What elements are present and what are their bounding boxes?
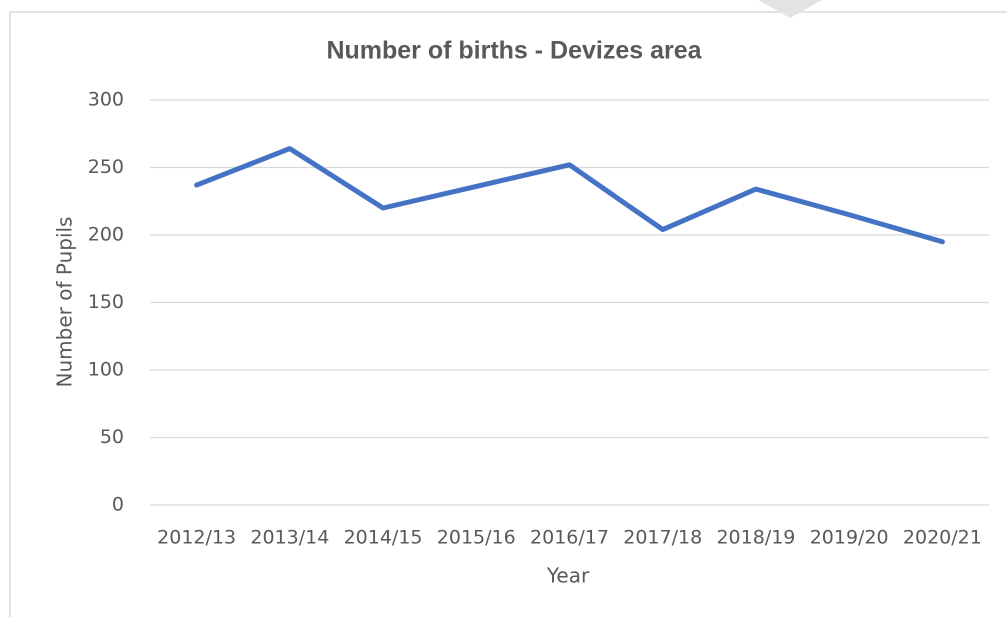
y-tick-label: 50	[100, 426, 124, 448]
decoration	[758, 0, 822, 18]
data-line	[194, 146, 945, 245]
y-tick-label: 100	[88, 359, 124, 381]
x-tick-label: 2020/21	[903, 527, 982, 549]
y-tick-label: 250	[88, 156, 124, 178]
x-tick-label: 2017/18	[623, 527, 702, 549]
x-tick-label: 2015/16	[437, 527, 516, 549]
y-tick-label: 300	[88, 89, 124, 111]
x-tick-label: 2013/14	[250, 527, 329, 549]
x-tick-label: 2016/17	[530, 527, 609, 549]
y-tick-label: 150	[88, 291, 124, 313]
x-tick-label: 2018/19	[716, 527, 795, 549]
chart-frame	[9, 11, 1007, 617]
x-tick-label: 2019/20	[810, 527, 889, 549]
chart-title: Number of births - Devizes area	[326, 37, 702, 65]
y-tick-label: 0	[112, 494, 124, 516]
x-axis-title: Year	[546, 564, 590, 588]
y-axis-title: Number of Pupils	[53, 217, 77, 388]
y-tick-label: 200	[88, 224, 124, 246]
x-tick-label: 2014/15	[344, 527, 423, 549]
x-tick-label: 2012/13	[157, 527, 236, 549]
